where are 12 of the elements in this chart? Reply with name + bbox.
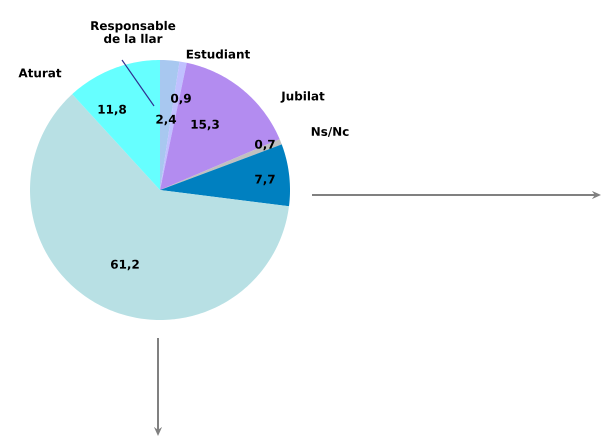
slice-label: Ns/Nc — [312, 127, 348, 137]
data-label: 7,7 — [255, 174, 275, 186]
slice-label: Jubilat — [280, 91, 324, 103]
slice-label: Aturat — [18, 68, 62, 78]
data-label: 0,7 — [254, 140, 275, 150]
data-label: 11,8 — [98, 104, 126, 116]
data-label: 2,4 — [156, 114, 176, 126]
slice-label: Responsable de la llar — [91, 20, 176, 44]
slice-label: Estudiant — [186, 49, 250, 59]
data-label: 0,9 — [170, 94, 191, 104]
data-label: 15,3 — [192, 120, 219, 130]
data-label: 61,2 — [110, 260, 139, 270]
